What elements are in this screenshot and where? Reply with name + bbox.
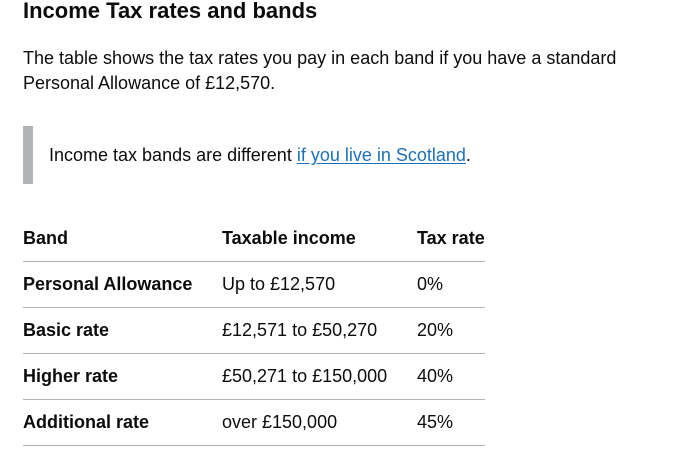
column-header-band: Band: [23, 216, 222, 262]
page-title: Income Tax rates and bands: [23, 0, 318, 23]
inset-text-suffix: .: [465, 145, 471, 165]
inset-text: Income tax bands are different if you li…: [49, 143, 471, 168]
tax-rate-cell: 40%: [417, 353, 485, 400]
table-row: Personal Allowance Up to £12,570 0%: [23, 261, 485, 308]
taxable-income-cell: over £150,000: [222, 399, 417, 446]
tax-rate-cell: 45%: [417, 399, 485, 446]
column-header-tax-rate: Tax rate: [417, 216, 485, 262]
table-row: Higher rate £50,271 to £150,000 40%: [23, 353, 485, 400]
table-row: Basic rate £12,571 to £50,270 20%: [23, 307, 485, 354]
band-cell: Higher rate: [23, 353, 222, 400]
taxable-income-cell: £12,571 to £50,270: [222, 307, 417, 354]
inset-text-prefix: Income tax bands are different: [49, 145, 297, 165]
scotland-link[interactable]: if you live in Scotland: [296, 145, 466, 165]
inset-text-block: Income tax bands are different if you li…: [23, 126, 623, 184]
band-cell: Additional rate: [23, 399, 222, 446]
band-cell: Basic rate: [23, 307, 222, 354]
taxable-income-cell: Up to £12,570: [222, 261, 417, 308]
intro-paragraph: The table shows the tax rates you pay in…: [23, 48, 617, 93]
column-header-taxable-income: Taxable income: [222, 216, 417, 262]
tax-rate-cell: 20%: [417, 307, 485, 354]
tax-bands-table: Band Taxable income Tax rate Personal Al…: [23, 216, 485, 446]
band-cell: Personal Allowance: [23, 261, 222, 308]
table-header-row: Band Taxable income Tax rate: [23, 216, 485, 262]
tax-rate-cell: 0%: [417, 261, 485, 308]
taxable-income-cell: £50,271 to £150,000: [222, 353, 417, 400]
table-row: Additional rate over £150,000 45%: [23, 399, 485, 446]
